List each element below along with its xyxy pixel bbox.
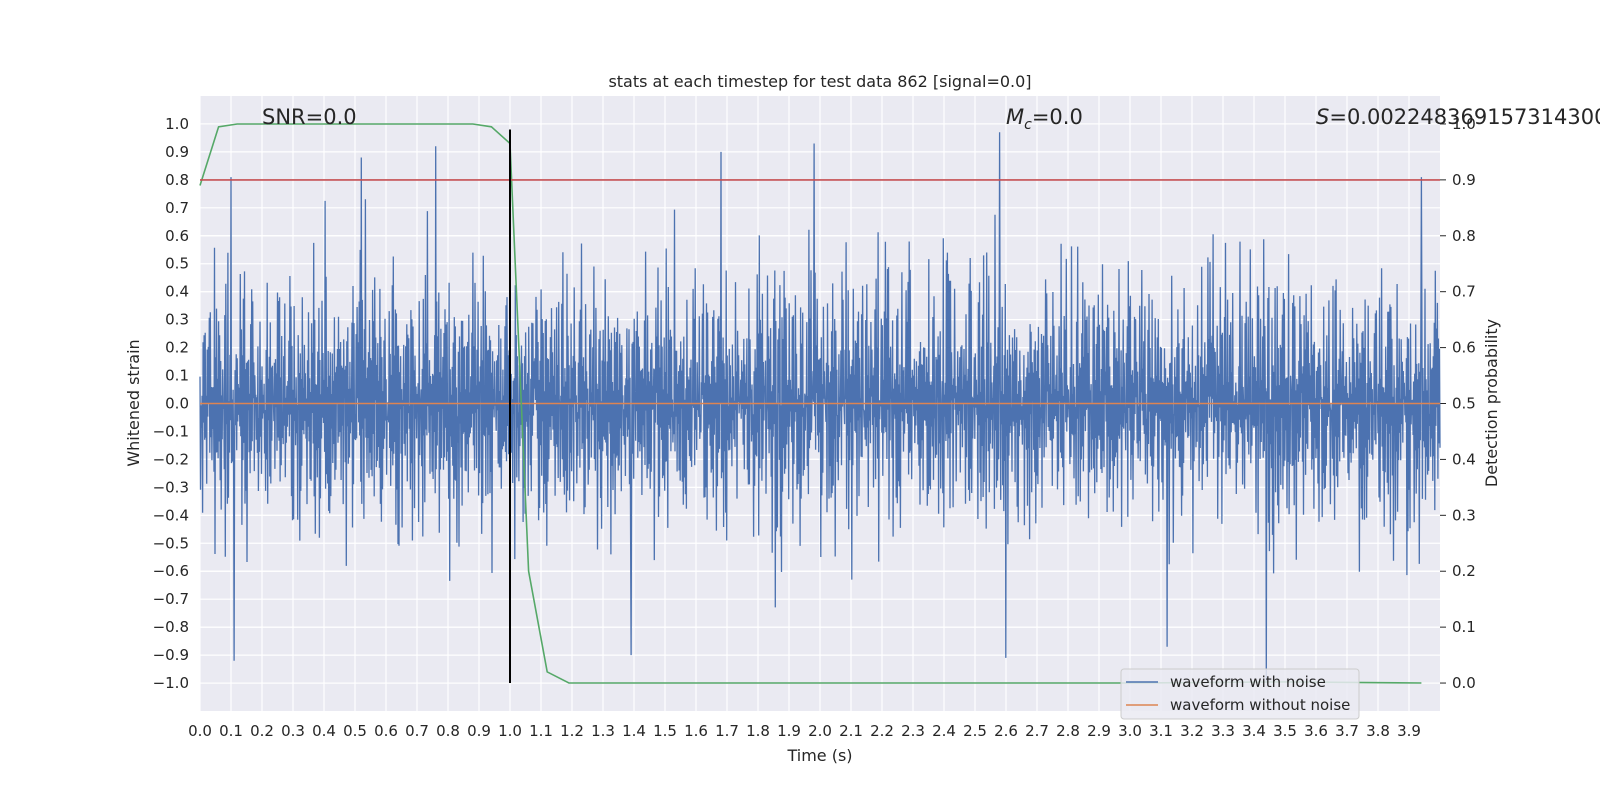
- y-tick-label-left: 0.8: [165, 171, 189, 189]
- y-tick-label-right: 0.1: [1452, 618, 1476, 636]
- x-tick-label: 1.6: [684, 722, 708, 740]
- y-tick-label-right: 0.8: [1452, 227, 1476, 245]
- x-axis-label: Time (s): [786, 746, 852, 765]
- x-tick-label: 2.5: [963, 722, 987, 740]
- y-tick-label-right: 0.2: [1452, 562, 1476, 580]
- y-tick-label-left: −0.3: [153, 478, 189, 496]
- x-tick-label: 0.4: [312, 722, 336, 740]
- mc-annotation: Mc=0.0: [1006, 105, 1083, 133]
- x-tick-label: 0.5: [343, 722, 367, 740]
- x-tick-label: 0.0: [188, 722, 212, 740]
- x-tick-label: 1.1: [529, 722, 553, 740]
- legend-label-clean: waveform without noise: [1170, 696, 1350, 714]
- x-tick-label: 0.9: [467, 722, 491, 740]
- y-tick-label-right: 0.0: [1452, 674, 1476, 692]
- x-tick-label: 2.2: [870, 722, 894, 740]
- y-tick-label-left: −1.0: [153, 674, 189, 692]
- x-tick-label: 3.7: [1335, 722, 1359, 740]
- y-tick-label-right: 0.4: [1452, 450, 1476, 468]
- mc-value: =0.0: [1032, 105, 1083, 129]
- y-tick-label-left: −0.8: [153, 618, 189, 636]
- y-tick-label-right: 1.0: [1452, 115, 1476, 133]
- y-tick-label-right: 0.5: [1452, 395, 1476, 413]
- s-value: =0.0022483691573143005: [1329, 105, 1600, 129]
- x-tick-label: 3.0: [1118, 722, 1142, 740]
- x-tick-label: 1.7: [715, 722, 739, 740]
- y-tick-label-right: 0.6: [1452, 339, 1476, 357]
- x-tick-label: 1.9: [777, 722, 801, 740]
- x-tick-label: 2.3: [901, 722, 925, 740]
- mc-subscript: c: [1024, 117, 1032, 133]
- y-axis-label-right: Detection probability: [1482, 319, 1501, 487]
- x-tick-label: 0.2: [250, 722, 274, 740]
- y-tick-label-left: 0.5: [165, 255, 189, 273]
- snr-annotation: SNR=0.0: [262, 105, 357, 129]
- legend-label-noise: waveform with noise: [1170, 673, 1326, 691]
- y-tick-label-left: −0.9: [153, 646, 189, 664]
- y-tick-label-right: 0.3: [1452, 506, 1476, 524]
- y-tick-label-right: 0.7: [1452, 283, 1476, 301]
- x-tick-label: 0.6: [374, 722, 398, 740]
- x-tick-label: 1.8: [746, 722, 770, 740]
- tick-labels: 0.0 0.1 0.2 0.3 0.4 0.5 0.6 0.7 0.8 0.9 1.0 1.1 1.2 1…: [153, 115, 1476, 740]
- x-tick-label: 1.2: [560, 722, 584, 740]
- x-tick-label: 2.7: [1025, 722, 1049, 740]
- x-tick-label: 2.8: [1056, 722, 1080, 740]
- waveform-with-noise-series: [199, 132, 1441, 684]
- legend: waveform with noise waveform without noi…: [1120, 668, 1360, 720]
- y-tick-label-left: 0.7: [165, 199, 189, 217]
- y-tick-label-left: 0.1: [165, 367, 189, 385]
- x-tick-label: 3.9: [1397, 722, 1421, 740]
- y-tick-label-left: 1.0: [165, 115, 189, 133]
- y-tick-label-left: −0.7: [153, 590, 189, 608]
- x-tick-label: 0.8: [436, 722, 460, 740]
- x-tick-label: 3.3: [1211, 722, 1235, 740]
- x-tick-label: 2.1: [839, 722, 863, 740]
- line-series: [199, 123, 1440, 684]
- y-tick-label-left: 0.0: [165, 395, 189, 413]
- x-tick-label: 3.4: [1242, 722, 1266, 740]
- y-tick-label-left: −0.6: [153, 562, 189, 580]
- x-tick-label: 0.1: [219, 722, 243, 740]
- x-tick-label: 2.9: [1087, 722, 1111, 740]
- x-tick-label: 2.6: [994, 722, 1018, 740]
- x-tick-label: 2.0: [808, 722, 832, 740]
- legend-box: [1120, 668, 1360, 720]
- mc-symbol: M: [1006, 105, 1024, 129]
- y-tick-label-left: −0.1: [153, 422, 189, 440]
- y-tick-label-left: −0.2: [153, 450, 189, 468]
- y-tick-label-left: −0.5: [153, 534, 189, 552]
- x-tick-label: 0.7: [405, 722, 429, 740]
- s-annotation: S=0.0022483691573143005: [1316, 105, 1600, 129]
- detection-probability-line: [199, 123, 1422, 684]
- x-tick-label: 3.8: [1366, 722, 1390, 740]
- x-tick-label: 3.2: [1180, 722, 1204, 740]
- x-tick-label: 1.0: [498, 722, 522, 740]
- y-tick-label-left: 0.9: [165, 143, 189, 161]
- y-axis-label-left: Whitened strain: [124, 339, 143, 466]
- s-symbol: S: [1316, 105, 1329, 129]
- y-tick-label-right: 0.9: [1452, 171, 1476, 189]
- x-tick-label: 1.4: [622, 722, 646, 740]
- y-tick-label-left: 0.4: [165, 283, 189, 301]
- x-tick-label: 3.5: [1273, 722, 1297, 740]
- x-tick-label: 3.6: [1304, 722, 1328, 740]
- y-tick-label-left: 0.3: [165, 311, 189, 329]
- x-tick-label: 3.1: [1149, 722, 1173, 740]
- x-tick-label: 2.4: [932, 722, 956, 740]
- chart-title: stats at each timestep for test data 862…: [608, 72, 1031, 91]
- waveform-with-noise-line: [199, 132, 1441, 684]
- x-tick-label: 1.3: [591, 722, 615, 740]
- y-tick-label-left: 0.6: [165, 227, 189, 245]
- y-tick-label-left: −0.4: [153, 506, 189, 524]
- x-tick-label: 0.3: [281, 722, 305, 740]
- y-tick-label-left: 0.2: [165, 339, 189, 357]
- x-tick-label: 1.5: [653, 722, 677, 740]
